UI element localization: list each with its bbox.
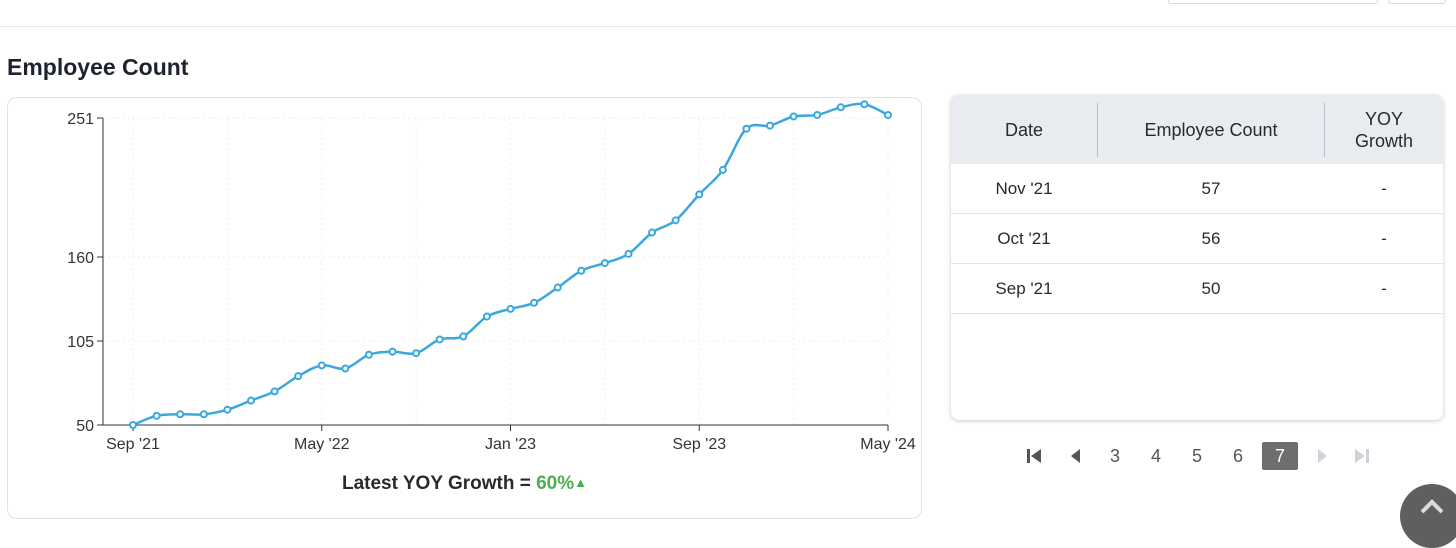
cell-count: 56	[1201, 228, 1221, 248]
employee-count-chart: 50 105 160 251 Sep '21 May '22 Jan '23 Sep '23 M…	[67, 100, 916, 453]
data-point	[718, 165, 727, 174]
chevron-up-icon	[1420, 499, 1444, 514]
data-point	[553, 283, 562, 292]
data-point	[246, 396, 255, 405]
cell-count: 50	[1201, 278, 1221, 298]
data-point	[577, 266, 586, 275]
cell-date: Oct '21	[997, 228, 1051, 248]
x-tick-label: Sep '23	[672, 436, 726, 453]
data-point	[671, 216, 680, 225]
pagination: 3 4 5 6 7	[1020, 442, 1380, 472]
y-tick-label: 160	[67, 250, 94, 267]
table-row: Nov '21 57 -	[951, 164, 1443, 214]
data-point	[152, 411, 161, 420]
data-point	[412, 349, 421, 358]
first-page-icon[interactable]	[1020, 442, 1048, 470]
table-row: Oct '21 56 -	[951, 214, 1443, 264]
cell-date: Nov '21	[995, 178, 1053, 198]
data-point	[317, 361, 326, 370]
data-point	[223, 405, 232, 414]
column-header-employee-count[interactable]: Employee Count	[1144, 119, 1278, 140]
top-button-control[interactable]	[1388, 0, 1446, 4]
table-row: Sep '21 50 -	[951, 264, 1443, 314]
employee-table: Date Employee Count YOY Growth Nov '21 5…	[951, 95, 1443, 420]
yoy-up-arrow-icon: ▲	[574, 475, 587, 490]
data-point	[860, 100, 869, 109]
page-title: Employee Count	[7, 54, 189, 80]
data-point	[459, 332, 468, 341]
data-point	[129, 421, 137, 429]
data-point	[435, 335, 444, 344]
page-4-button[interactable]: 4	[1150, 445, 1161, 466]
last-page-icon[interactable]	[1348, 442, 1376, 470]
yoy-value: 60%	[536, 473, 575, 494]
data-point	[624, 249, 633, 258]
data-point	[364, 350, 373, 359]
column-divider	[1097, 103, 1098, 157]
column-divider	[1324, 103, 1325, 157]
top-select-control[interactable]	[1168, 0, 1378, 4]
cell-yoy: -	[1381, 178, 1387, 198]
prev-page-icon[interactable]	[1062, 442, 1090, 470]
data-point	[742, 124, 751, 133]
y-tick-label: 50	[76, 418, 94, 435]
column-header-yoy-growth[interactable]: YOY Growth	[1354, 108, 1414, 151]
data-point	[341, 364, 350, 373]
x-tick-label: May '24	[860, 436, 916, 453]
page-3-button[interactable]: 3	[1109, 445, 1120, 466]
data-point	[294, 372, 303, 381]
data-point	[789, 112, 798, 121]
scroll-to-top-button[interactable]	[1400, 484, 1456, 548]
top-bar	[0, 0, 1456, 27]
data-point	[482, 312, 491, 321]
data-point	[199, 410, 208, 419]
page-6-button[interactable]: 6	[1232, 445, 1243, 466]
x-tick-label: Sep '21	[106, 436, 160, 453]
yoy-summary: Latest YOY Growth = 60%▲	[8, 473, 921, 495]
column-header-date[interactable]: Date	[1004, 119, 1044, 140]
y-tick-label: 251	[67, 111, 94, 128]
chart-card: 50 105 160 251 Sep '21 May '22 Jan '23 Sep '23 M…	[7, 97, 922, 519]
data-point	[695, 190, 704, 199]
data-point	[506, 304, 515, 313]
x-tick-label: May '22	[294, 436, 350, 453]
data-point	[648, 228, 657, 237]
x-tick-label: Jan '23	[485, 436, 536, 453]
y-tick-label: 105	[67, 334, 94, 351]
data-point	[176, 410, 185, 419]
data-point	[884, 110, 892, 119]
page-7-button[interactable]: 7	[1262, 442, 1298, 470]
data-point	[600, 259, 609, 268]
next-page-icon[interactable]	[1308, 442, 1336, 470]
cell-date: Sep '21	[995, 278, 1053, 298]
table-header: Date Employee Count YOY Growth	[951, 95, 1443, 164]
data-point	[270, 387, 279, 396]
data-point	[388, 347, 397, 356]
data-point	[836, 103, 845, 112]
yoy-label: Latest YOY Growth =	[341, 473, 531, 494]
data-point	[766, 121, 775, 130]
cell-yoy: -	[1381, 278, 1387, 298]
cell-yoy: -	[1381, 228, 1387, 248]
page-5-button[interactable]: 5	[1191, 445, 1202, 466]
data-point	[813, 110, 822, 119]
cell-count: 57	[1201, 178, 1221, 198]
data-point	[530, 298, 539, 307]
